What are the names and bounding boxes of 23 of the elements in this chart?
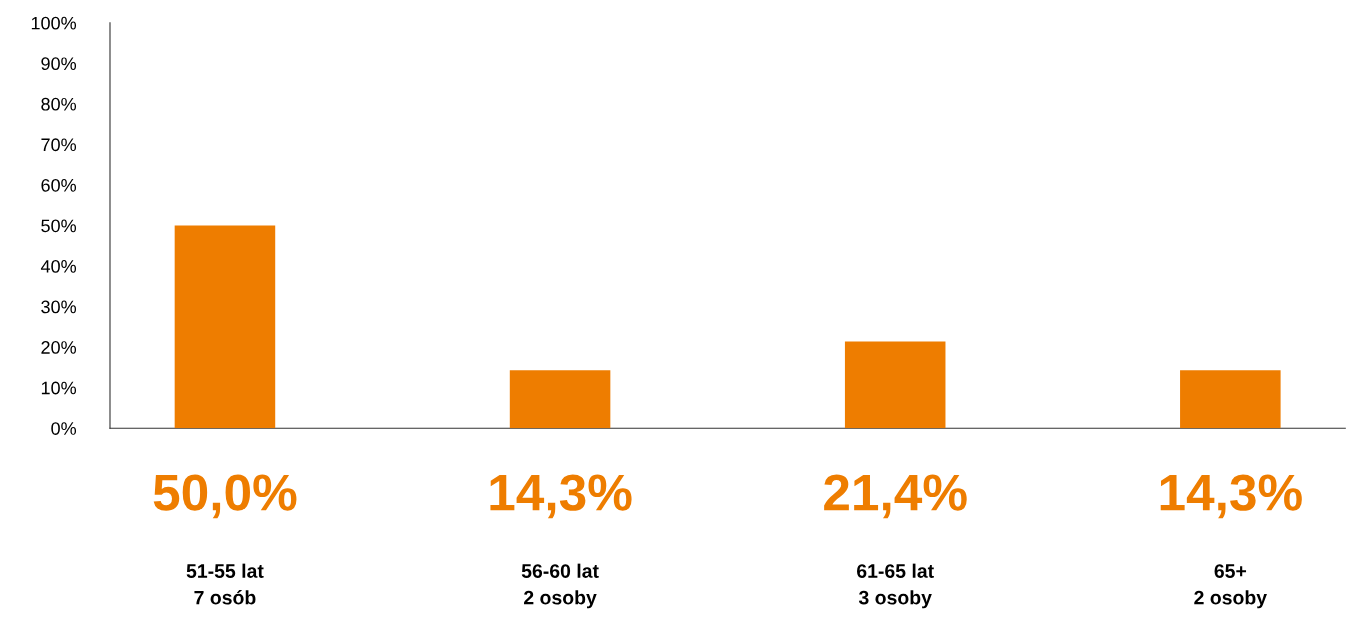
x-tick-label: 61-65 lat 3 osoby xyxy=(857,563,934,609)
bar xyxy=(1180,370,1281,429)
x-tick-label: 56-60 lat 2 osoby xyxy=(521,563,599,609)
y-tick-label: 0% xyxy=(51,422,77,435)
y-tick-label: 30% xyxy=(41,300,77,314)
data-label: 14,3% xyxy=(1160,474,1302,519)
y-tick-label: 70% xyxy=(41,138,77,152)
y-tick-label: 90% xyxy=(41,57,77,71)
y-tick-label: 60% xyxy=(41,178,77,192)
x-tick-label: 65+ 2 osoby xyxy=(1194,564,1267,609)
data-label: 14,3% xyxy=(490,474,632,519)
y-tick-label: 40% xyxy=(40,259,77,273)
data-label: 21,4% xyxy=(824,474,967,519)
bar xyxy=(844,341,946,429)
y-tick-label: 20% xyxy=(41,341,77,354)
data-label: 50,0% xyxy=(153,474,297,519)
x-tick-label: 51-55 lat 7 osób xyxy=(186,563,264,605)
bar xyxy=(509,370,611,429)
y-tick-label: 80% xyxy=(41,97,77,111)
y-tick-label: 10% xyxy=(41,381,77,395)
y-tick-label: 50% xyxy=(41,219,77,233)
bar xyxy=(174,225,276,429)
y-tick-label: 100% xyxy=(31,16,77,30)
